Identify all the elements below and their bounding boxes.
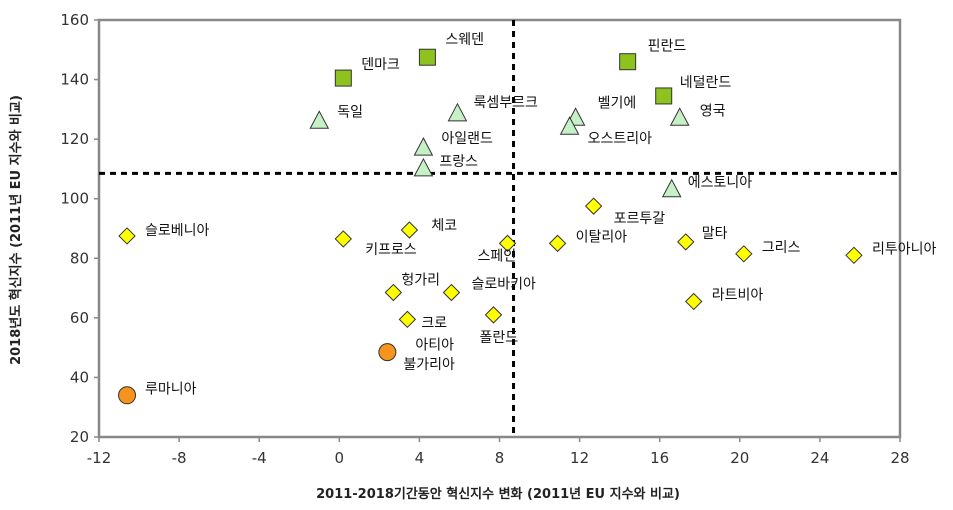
y-tick-label: 160 <box>60 11 89 29</box>
point-label: 스페인 <box>478 248 517 264</box>
point-label: 네덜란드 <box>680 75 732 91</box>
point-label: 스웨덴 <box>445 32 484 48</box>
y-tick-label: 60 <box>70 309 89 327</box>
point-marker <box>309 110 330 129</box>
point-marker <box>413 137 434 156</box>
point-marker <box>378 343 397 362</box>
point-marker <box>384 283 403 302</box>
point-label: 리투아니아 <box>872 241 937 257</box>
point-marker <box>661 178 682 198</box>
point-label: 폴란드 <box>479 330 518 346</box>
y-axis: 20 40 60 80 100 120 140 160 <box>60 11 99 446</box>
x-tick-label: 28 <box>890 449 909 467</box>
reference-lines <box>99 20 900 437</box>
point-marker <box>118 227 136 245</box>
point-label: 슬로바키아 <box>471 277 536 293</box>
point-marker <box>669 107 690 126</box>
y-tick-label: 120 <box>60 130 89 148</box>
x-tick-label: -12 <box>87 449 112 467</box>
point-marker <box>447 102 468 122</box>
y-tick-label: 140 <box>60 71 89 89</box>
point-label: 슬로베니아 <box>145 223 210 239</box>
point-label: 벨기에 <box>598 95 637 111</box>
x-tick-label: 12 <box>570 449 589 467</box>
point-marker <box>334 230 353 248</box>
point-marker <box>584 197 603 215</box>
point-marker <box>118 386 137 405</box>
point-label: 루마니아 <box>145 381 197 397</box>
point-label: 핀란드 <box>648 39 687 55</box>
y-tick-label: 80 <box>70 249 89 267</box>
point-label: 체코 <box>431 218 457 234</box>
point-label: 덴마크 <box>361 57 400 73</box>
point-label: 크로 <box>421 315 447 331</box>
point-label: 말타 <box>702 226 728 242</box>
point-label: 아일랜드 <box>441 131 493 147</box>
point-marker <box>442 283 461 302</box>
x-tick-label: -4 <box>252 449 267 467</box>
point-marker <box>735 245 753 263</box>
point-marker <box>619 53 637 71</box>
point-label: 그리스 <box>762 240 801 256</box>
point-label: 키프로스 <box>365 242 417 258</box>
point-marker <box>398 310 417 329</box>
y-tick-label: 40 <box>70 368 89 386</box>
point-label: 에스토니아 <box>688 175 753 191</box>
x-tick-label: 20 <box>730 449 749 467</box>
plot-area <box>97 18 902 439</box>
x-tick-label: 24 <box>810 449 829 467</box>
point-label: 오스트리아 <box>588 131 653 147</box>
point-label: 프랑스 <box>439 154 478 170</box>
point-marker <box>418 48 436 66</box>
point-label: 불가리아 <box>403 357 455 373</box>
point-label: 포르투갈 <box>614 211 666 227</box>
point-marker <box>677 233 695 251</box>
point-label: 독일 <box>337 104 363 120</box>
point-marker <box>548 234 567 253</box>
x-axis: -12 -8 -4 0 4 8 12 16 20 24 28 <box>87 437 910 467</box>
y-axis-title: 2018년도 혁신지수 (2011년 EU 지수와 비교) <box>8 95 24 365</box>
point-label-cont: 아티아 <box>415 337 454 353</box>
point-label: 영국 <box>700 103 726 119</box>
point-marker <box>484 306 503 324</box>
point-label: 이탈리아 <box>576 229 628 245</box>
point-marker <box>845 246 863 265</box>
y-tick-label: 100 <box>60 190 89 208</box>
x-tick-label: 16 <box>650 449 669 467</box>
point-marker <box>400 221 419 239</box>
x-tick-label: 8 <box>495 449 505 467</box>
x-tick-label: 4 <box>415 449 425 467</box>
x-axis-title: 2011-2018기간동안 혁신지수 변화 (2011년 EU 지수와 비교) <box>316 486 680 502</box>
x-tick-label: -8 <box>172 449 187 467</box>
point-marker <box>655 87 673 105</box>
point-label: 라트비아 <box>712 287 764 303</box>
point-marker <box>685 292 703 311</box>
y-tick-label: 20 <box>70 428 89 446</box>
point-marker <box>498 234 517 253</box>
point-marker <box>413 157 434 177</box>
x-tick-label: 0 <box>335 449 345 467</box>
point-label: 룩셈부르크 <box>473 95 538 111</box>
point-label: 헝가리 <box>401 273 440 289</box>
data-points <box>118 48 863 405</box>
point-marker <box>334 69 352 87</box>
point-marker <box>559 116 580 135</box>
